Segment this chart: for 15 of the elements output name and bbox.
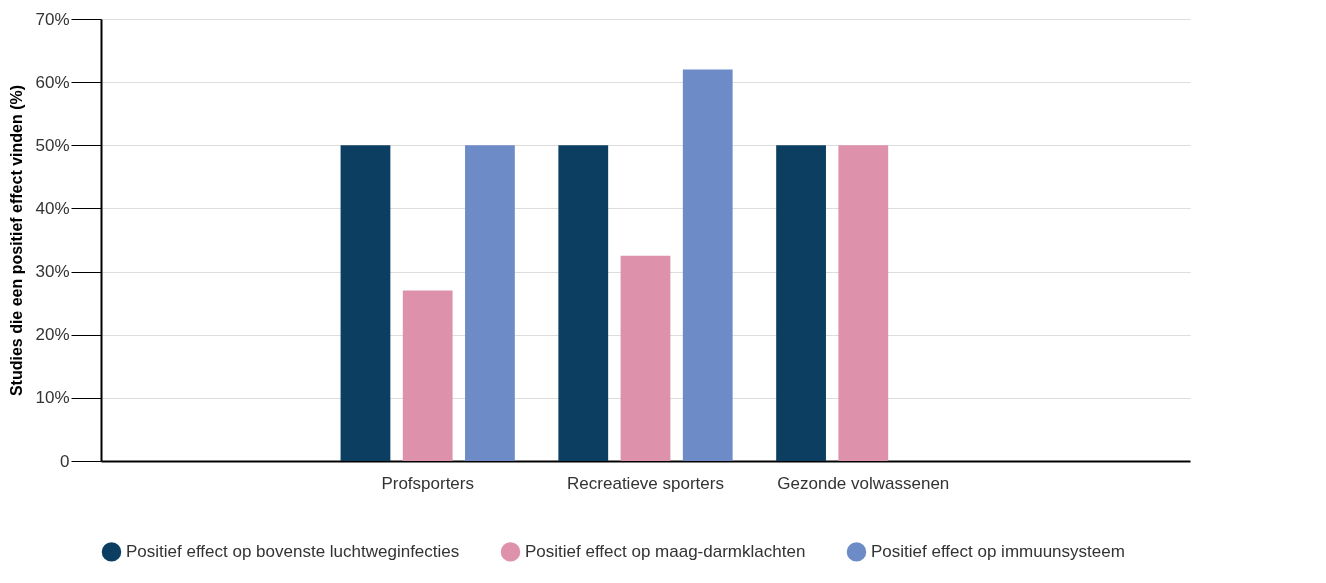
y-axis-title: Studies die een positief effect vinden (%) (8, 84, 26, 397)
y-tick-label: 50% (35, 135, 70, 155)
x-tick-label: Gezonde volwassenen (777, 473, 950, 493)
legend-label: Positief effect op immuunsysteem (871, 541, 1125, 561)
y-tick-label: 30% (35, 262, 70, 282)
y-tick-label: 40% (35, 198, 70, 218)
y-tick-label: 70% (35, 9, 70, 29)
y-tick-label: 10% (35, 388, 70, 408)
y-tick-label: 20% (35, 325, 70, 345)
y-tick-label: 60% (35, 72, 70, 92)
y-tick-label: 0 (60, 451, 70, 471)
legend-label: Positief effect op maag-darmklachten (525, 541, 806, 561)
x-tick-label: Recreatieve sporters (567, 473, 724, 493)
x-tick-label: Profsporters (381, 473, 474, 493)
legend-label: Positief effect op bovenste luchtweginfecties (126, 541, 460, 561)
